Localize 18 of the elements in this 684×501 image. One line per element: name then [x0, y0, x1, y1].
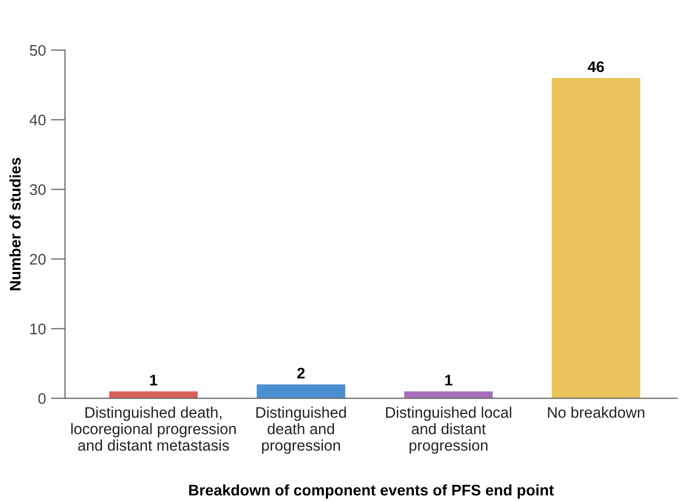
y-tick-label: 10	[30, 324, 46, 334]
y-tick-label: 20	[30, 254, 46, 265]
y-tick-label: 40	[30, 114, 46, 126]
y-axis-title: Number of studies	[9, 158, 21, 290]
y-tick-label: 50	[30, 44, 46, 56]
data-label: 2	[297, 368, 305, 378]
y-tick-label: 0	[38, 393, 46, 404]
x-tick-label: Distinguished local and distant progression	[386, 406, 512, 454]
x-tick-label: No breakdown	[548, 406, 644, 418]
x-tick-label: Distinguished death and progression	[256, 406, 346, 454]
data-label: 46	[588, 61, 604, 72]
data-label: 1	[445, 374, 452, 386]
bar	[256, 384, 346, 398]
y-tick-label: 30	[30, 184, 46, 196]
bar	[552, 78, 640, 398]
x-axis-title: Breakdown of component events of PFS end point	[189, 484, 554, 499]
x-tick-label: Distinguished death, locoregional progression and distant metastasis	[71, 406, 236, 451]
data-label: 1	[150, 374, 158, 386]
